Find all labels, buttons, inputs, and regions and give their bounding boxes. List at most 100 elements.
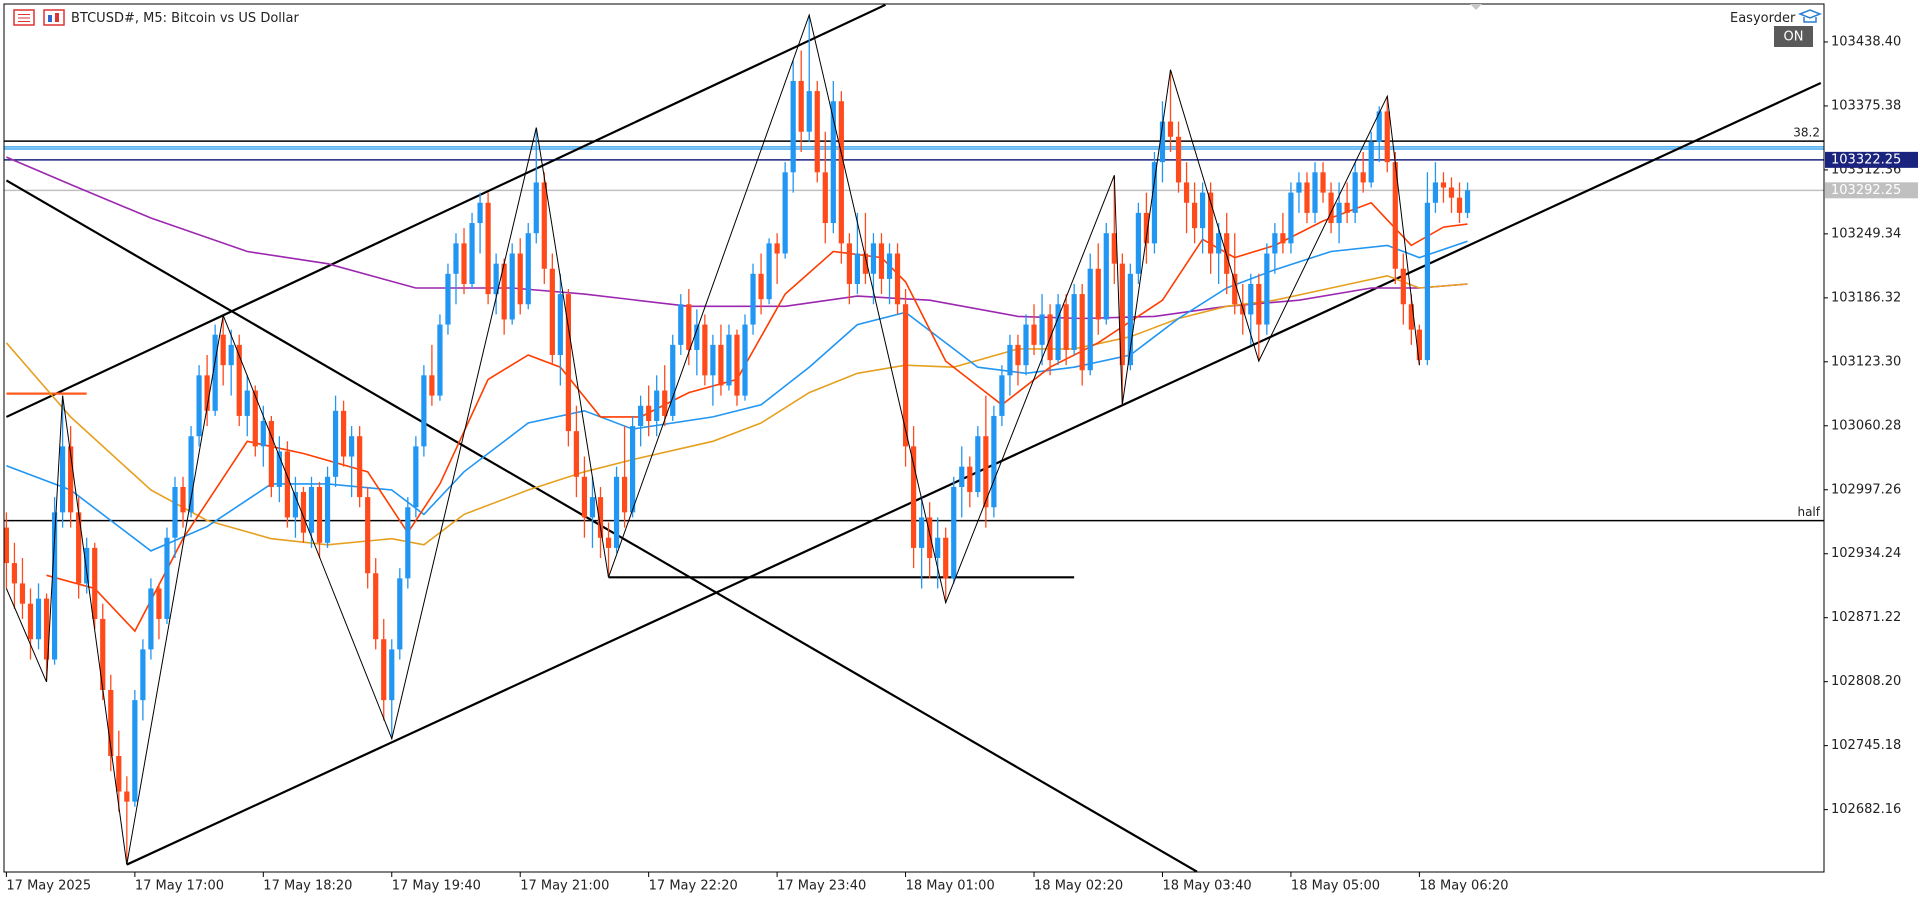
- candle-body: [814, 91, 820, 173]
- level-label: half: [1797, 505, 1820, 519]
- x-tick-label: 17 May 18:20: [263, 879, 352, 894]
- candle-body: [1071, 294, 1077, 350]
- price-tag-label: 103322.25: [1831, 152, 1901, 167]
- x-tick-label: 18 May 06:20: [1419, 879, 1508, 894]
- on-button[interactable]: [1774, 26, 1813, 47]
- candle-body: [260, 420, 266, 447]
- candle-body: [124, 791, 130, 802]
- y-tick-label: 103438.40: [1831, 34, 1901, 49]
- candle-body: [1320, 172, 1326, 193]
- candle-body: [782, 172, 788, 254]
- y-tick-label: 103060.28: [1831, 418, 1901, 433]
- candle-body: [212, 334, 218, 411]
- y-tick-label: 103186.32: [1831, 290, 1901, 305]
- candle-body: [654, 390, 660, 421]
- candle-body: [1175, 136, 1182, 183]
- candle-body: [597, 497, 604, 538]
- candle-body: [854, 253, 861, 284]
- candle-body: [509, 253, 515, 320]
- candle-body: [1039, 314, 1045, 345]
- chart-icon[interactable]: [43, 9, 65, 26]
- candle-body: [84, 547, 90, 584]
- y-tick-label: 103249.34: [1831, 226, 1901, 241]
- candle-body: [1159, 121, 1166, 163]
- candle-body: [613, 476, 620, 548]
- candle-body: [678, 304, 684, 345]
- y-tick-label: 102808.20: [1831, 674, 1901, 689]
- candle-body: [726, 334, 732, 386]
- price-tag: [1825, 182, 1918, 199]
- candle-body: [1127, 273, 1133, 366]
- candle-body: [935, 537, 941, 559]
- candle-body: [774, 243, 780, 254]
- candle-body: [1200, 192, 1206, 229]
- candle-body: [1424, 202, 1431, 361]
- x-tick-label: 18 May 02:20: [1034, 879, 1123, 894]
- x-tick-label: 18 May 03:40: [1162, 879, 1251, 894]
- candle-body: [718, 344, 724, 386]
- candle-body: [1432, 182, 1439, 203]
- candle-body: [734, 334, 740, 396]
- candle-body: [790, 80, 796, 173]
- candle-body: [1095, 268, 1101, 320]
- candle-body: [493, 263, 499, 295]
- candle-body: [140, 649, 146, 701]
- candle-body: [541, 182, 547, 269]
- candle-body: [549, 268, 555, 356]
- candle-body: [646, 405, 652, 421]
- candle-body: [1143, 212, 1150, 244]
- moving-average: [46, 201, 1468, 633]
- candle-body: [252, 390, 258, 447]
- candle-body: [1400, 268, 1406, 305]
- candle-body: [806, 91, 812, 132]
- candle-body: [228, 344, 234, 366]
- header: BTCUSD#, M5: Bitcoin vs US Dollar Easyor…: [13, 4, 1823, 47]
- candle-body: [92, 547, 98, 619]
- y-tick-label: 102682.16: [1831, 802, 1901, 817]
- candle-body: [1232, 273, 1238, 305]
- candle-body: [830, 101, 836, 224]
- candle-body: [1328, 192, 1334, 224]
- candle-body: [324, 476, 331, 543]
- x-tick-label: 17 May 23:40: [777, 879, 866, 894]
- moving-average: [6, 156, 1468, 320]
- candle-body: [902, 304, 909, 447]
- candle-body: [469, 223, 475, 284]
- trendline: [126, 81, 1822, 866]
- candle-body: [983, 436, 989, 508]
- candle-body: [630, 426, 636, 513]
- candle-body: [292, 492, 299, 518]
- candle-body: [1191, 202, 1198, 229]
- candle-body: [60, 446, 66, 513]
- candle-body: [421, 375, 427, 447]
- candle-body: [565, 294, 571, 432]
- candle-body: [172, 486, 178, 538]
- candle-body: [188, 436, 194, 513]
- candle-body: [710, 344, 716, 376]
- candle-body: [1312, 172, 1318, 213]
- candle-body: [1256, 283, 1262, 325]
- y-tick-label: 102997.26: [1831, 482, 1901, 497]
- candle-body: [196, 375, 202, 437]
- candle-body: [1087, 268, 1093, 371]
- candle-body: [1336, 202, 1342, 224]
- candle-body: [1448, 187, 1455, 198]
- candle-body: [1296, 182, 1302, 193]
- candle-body: [51, 512, 58, 660]
- y-tick-label: 103123.30: [1831, 354, 1901, 369]
- on-button-label[interactable]: ON: [1784, 30, 1804, 45]
- candle-body: [1376, 111, 1382, 142]
- candle-body: [1360, 172, 1366, 183]
- candle-body: [132, 700, 138, 802]
- candle-body: [943, 537, 949, 579]
- candle-body: [862, 253, 869, 274]
- candle-body: [999, 375, 1005, 416]
- candle-body: [1272, 233, 1278, 254]
- candle-body: [27, 603, 34, 640]
- candle-body: [429, 375, 435, 396]
- candle-body: [1392, 162, 1398, 269]
- candle-body: [501, 263, 507, 320]
- candle-body: [148, 588, 154, 650]
